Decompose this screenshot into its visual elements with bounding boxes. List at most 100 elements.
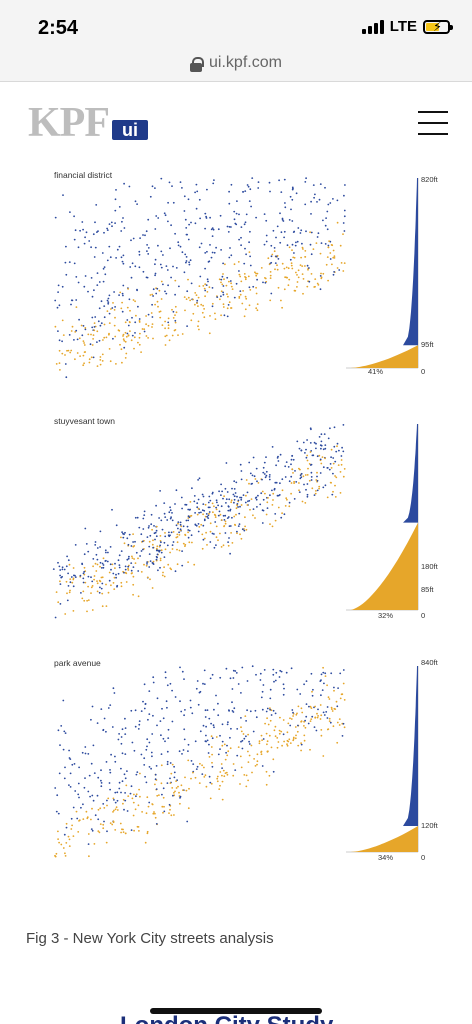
cloud-point <box>281 744 283 747</box>
cloud-point <box>202 503 205 505</box>
cloud-point <box>87 843 90 845</box>
cloud-point <box>187 238 190 241</box>
cloud-point <box>234 670 237 672</box>
cloud-point <box>72 577 75 580</box>
cloud-point <box>82 228 84 231</box>
cloud-point <box>190 282 193 285</box>
cloud-point <box>98 591 101 594</box>
cloud-point <box>178 791 180 794</box>
cloud-point <box>228 256 231 259</box>
cloud-point <box>248 740 251 743</box>
cloud-point <box>162 796 165 799</box>
cloud-point <box>266 501 269 504</box>
cloud-point <box>316 475 318 478</box>
cloud-point <box>276 268 279 271</box>
cloud-point <box>208 511 211 513</box>
cloud-point <box>82 818 85 820</box>
cloud-point <box>82 803 84 806</box>
cloud-point <box>83 362 85 365</box>
cloud-point <box>274 481 277 484</box>
cloud-point <box>169 506 171 509</box>
cloud-point <box>202 285 205 287</box>
cloud-point <box>319 704 322 706</box>
cloud-point <box>170 531 173 534</box>
cloud-point <box>155 788 158 790</box>
cloud-point <box>69 786 72 788</box>
cloud-point <box>144 702 147 705</box>
cloud-point <box>252 514 254 517</box>
home-indicator[interactable] <box>150 1008 322 1014</box>
cloud-point <box>259 679 262 681</box>
cloud-point <box>98 831 101 834</box>
cloud-point <box>239 463 242 466</box>
cloud-point <box>71 824 73 827</box>
cloud-point <box>59 369 61 371</box>
cloud-point <box>292 715 294 717</box>
cloud-point <box>122 828 124 831</box>
cloud-point <box>94 316 97 318</box>
cloud-point <box>300 472 303 475</box>
cloud-point <box>71 325 74 328</box>
cloud-point <box>242 733 245 735</box>
cloud-point <box>239 783 241 785</box>
cloud-point <box>154 303 156 306</box>
cloud-point <box>124 340 127 343</box>
cloud-point <box>343 699 346 701</box>
cloud-point <box>281 217 284 220</box>
cloud-point <box>294 726 297 728</box>
cloud-point <box>275 671 278 674</box>
cloud-point <box>211 673 214 676</box>
cloud-point <box>310 273 313 275</box>
cloud-point <box>67 559 70 562</box>
cloud-point <box>84 327 87 329</box>
cloud-point <box>143 764 146 766</box>
cloud-point <box>206 544 208 546</box>
cloud-point <box>147 247 150 249</box>
cloud-point <box>321 456 324 458</box>
cloud-point <box>166 760 169 763</box>
cloud-point <box>234 524 237 526</box>
cloud-point <box>221 744 224 747</box>
cloud-point <box>96 272 99 274</box>
cloud-point <box>326 467 329 469</box>
cloud-point <box>103 336 106 339</box>
cloud-point <box>196 299 199 302</box>
cloud-point <box>146 563 148 565</box>
cloud-point <box>117 329 120 332</box>
cloud-point <box>294 289 297 292</box>
cloud-point <box>296 286 298 288</box>
cloud-point <box>244 501 247 504</box>
cloud-point <box>290 667 293 670</box>
cloud-point <box>198 198 201 201</box>
cloud-point <box>122 217 124 219</box>
hamburger-menu-icon[interactable] <box>418 111 448 135</box>
cloud-point <box>143 563 145 566</box>
cloud-point <box>240 537 243 540</box>
cloud-point <box>293 230 296 233</box>
cloud-point <box>221 767 224 769</box>
cloud-point <box>256 763 258 766</box>
cloud-point <box>213 251 216 254</box>
url-text[interactable]: ui.kpf.com <box>209 54 282 71</box>
cloud-point <box>103 305 106 307</box>
cloud-point <box>94 544 97 546</box>
cloud-point <box>119 822 122 825</box>
cloud-point <box>129 309 131 312</box>
cloud-point <box>100 769 102 772</box>
max-height-label: 820ft <box>421 175 438 184</box>
cloud-point <box>177 241 180 244</box>
cloud-point <box>316 201 318 203</box>
cloud-point <box>166 706 168 709</box>
cloud-point <box>151 803 154 805</box>
cloud-point <box>151 326 153 328</box>
cloud-point <box>228 301 231 304</box>
site-logo[interactable]: KPF ui <box>28 102 148 144</box>
cloud-point <box>247 779 250 782</box>
cloud-point <box>230 282 233 285</box>
cloud-point <box>127 795 130 797</box>
cloud-point <box>235 223 238 226</box>
address-bar[interactable]: ui.kpf.com <box>0 52 472 82</box>
cloud-point <box>133 336 136 339</box>
cloud-point <box>201 493 204 496</box>
cloud-point <box>316 282 319 285</box>
